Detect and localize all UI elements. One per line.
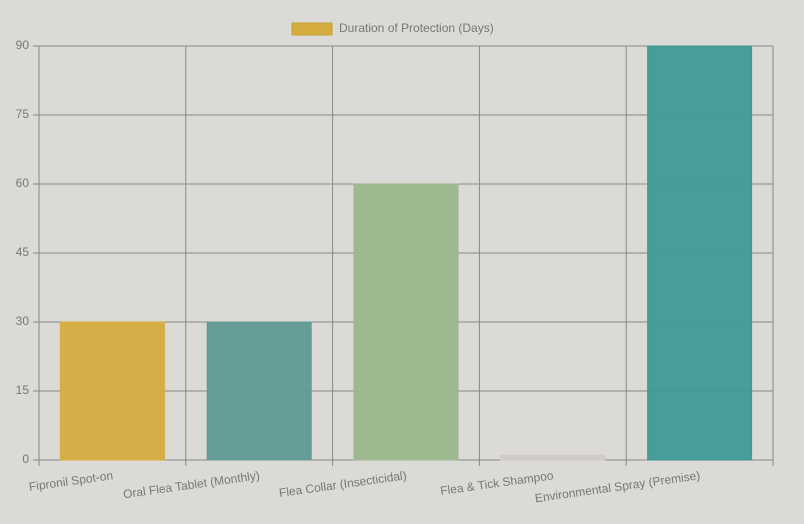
bar <box>500 454 606 461</box>
y-tick-label: 15 <box>16 383 30 397</box>
legend-swatch <box>291 22 333 36</box>
y-tick-label: 60 <box>16 176 30 190</box>
bar <box>59 321 165 461</box>
bar <box>647 45 753 461</box>
x-tick-label: Environmental Spray (Premise) <box>534 468 701 505</box>
y-tick-label: 90 <box>16 38 30 52</box>
y-tick-label: 45 <box>16 245 30 259</box>
x-tick-label: Fipronil Spot-on <box>28 468 114 494</box>
x-tick-label: Oral Flea Tablet (Monthly) <box>122 468 260 501</box>
bar <box>206 321 312 461</box>
y-tick-label: 75 <box>16 107 30 121</box>
bar <box>353 183 459 461</box>
legend-label: Duration of Protection (Days) <box>339 21 494 35</box>
y-tick-label: 30 <box>16 314 30 328</box>
x-tick-label: Flea Collar (Insecticidal) <box>278 468 407 500</box>
y-tick-label: 0 <box>22 452 29 466</box>
